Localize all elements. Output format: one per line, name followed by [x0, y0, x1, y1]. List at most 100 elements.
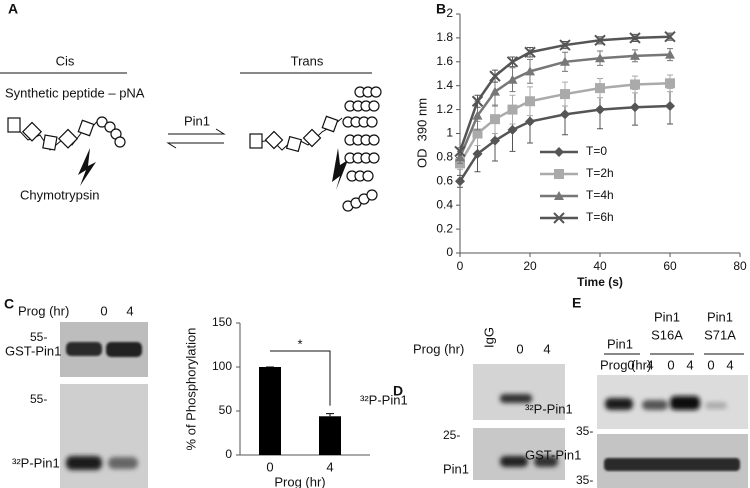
- legend-label: T=6h: [586, 210, 614, 224]
- lane-label: 0: [100, 303, 107, 318]
- y-axis-label: OD 390 nm: [414, 98, 429, 168]
- marker: [455, 176, 465, 187]
- panel-letter: C: [4, 296, 14, 312]
- residue: [57, 128, 79, 149]
- cis-label: Cis: [56, 53, 75, 68]
- blot-c: Prog (hr) 0 4 55- GST-Pin1 55- ³²P-Pin1: [5, 303, 148, 488]
- bar: [319, 416, 341, 455]
- error-bar: [326, 413, 334, 417]
- residue: [77, 119, 95, 137]
- band: [500, 456, 528, 467]
- y-tick-label: 1.8: [436, 30, 453, 44]
- y-tick-label: 0.8: [436, 150, 453, 164]
- residue: [7, 117, 21, 133]
- legend-label: T=2h: [586, 166, 614, 180]
- cleavage-site: [332, 148, 348, 190]
- marker: [554, 147, 564, 157]
- marker: [490, 114, 500, 125]
- residue: [21, 121, 43, 142]
- blot: [60, 384, 148, 488]
- x-tick-label: 20: [523, 259, 537, 273]
- marker: [665, 49, 675, 59]
- lane-label: 4: [543, 341, 550, 356]
- marker: [472, 128, 483, 139]
- y-tick-label: 1: [446, 126, 453, 140]
- marker: [560, 109, 570, 120]
- row-label: Pin1: [443, 461, 469, 476]
- mw-marker: 35-: [576, 424, 593, 438]
- protease-label: Chymotrypsin: [20, 187, 99, 202]
- marker: [525, 66, 535, 76]
- x-tick-label: 60: [663, 259, 677, 273]
- x-tick-label: 0: [266, 459, 273, 474]
- marker: [454, 145, 466, 158]
- marker: [472, 148, 483, 159]
- y-axis-label: % of Phosphorylation: [183, 328, 198, 451]
- marker: [524, 46, 536, 58]
- residue: [42, 134, 58, 151]
- lane-label: 4: [686, 357, 693, 372]
- marker: [525, 96, 535, 107]
- band: [66, 456, 102, 470]
- panel-letter: B: [436, 1, 446, 17]
- y-tick-label: 1.4: [436, 78, 453, 92]
- band: [604, 458, 740, 471]
- lane-label: 4: [726, 357, 733, 372]
- prog-label: Prog (hr): [600, 357, 651, 372]
- equilibrium-arrows: [166, 128, 226, 149]
- band: [108, 457, 138, 469]
- lane-label: 0: [516, 341, 523, 356]
- lane-label: 0: [707, 357, 714, 372]
- residue: [264, 130, 284, 150]
- significance-bracket: [270, 350, 331, 406]
- marker: [490, 135, 500, 146]
- group-label: Pin1: [607, 336, 633, 351]
- x-tick-label: 80: [733, 259, 747, 273]
- residue: [302, 128, 322, 148]
- lane-label: IgG: [481, 327, 496, 348]
- marker: [560, 56, 570, 66]
- trans-label: Trans: [291, 53, 324, 68]
- row-label: GST-Pin1: [525, 447, 581, 462]
- marker: [630, 102, 640, 113]
- marker: [560, 89, 570, 100]
- prog-label: Prog (hr): [18, 303, 69, 318]
- group-label: S16A: [651, 327, 683, 342]
- marker: [665, 78, 675, 89]
- marker: [595, 104, 605, 115]
- bar: [259, 367, 281, 455]
- marker: [630, 79, 640, 90]
- lane-label: 4: [646, 357, 653, 372]
- residue: [249, 133, 263, 149]
- band: [106, 342, 142, 357]
- y-tick-label: 100: [212, 359, 232, 373]
- marker: [664, 30, 676, 43]
- y-tick-label: 0.6: [436, 173, 453, 187]
- marker: [507, 74, 518, 84]
- x-axis-label: Time (s): [577, 275, 623, 289]
- band: [670, 396, 700, 410]
- row-label: ³²P-Pin1: [525, 401, 573, 416]
- y-tick-label: 0: [225, 447, 232, 461]
- marker: [594, 34, 606, 46]
- mw-marker: 55-: [30, 330, 47, 344]
- y-tick-label: 0.4: [436, 197, 453, 211]
- y-tick-label: 0: [446, 245, 453, 259]
- row-label: ³²P-Pin1: [360, 392, 408, 407]
- prog-label: Prog (hr): [413, 341, 464, 356]
- panel-letter: D: [393, 383, 403, 399]
- marker: [559, 39, 571, 51]
- x-tick-label: 0: [457, 259, 464, 273]
- marker: [507, 124, 518, 135]
- group-label: Pin1: [654, 309, 680, 324]
- marker: [554, 191, 564, 200]
- mw-marker: 25-: [443, 428, 460, 442]
- marker: [665, 101, 675, 112]
- residue: [285, 135, 303, 153]
- y-tick-label: 0.2: [436, 221, 453, 235]
- band: [534, 456, 558, 467]
- marker: [506, 56, 519, 68]
- marker: [455, 152, 465, 162]
- row-label: ³²P-Pin1: [12, 455, 60, 470]
- pna-release: [342, 86, 382, 212]
